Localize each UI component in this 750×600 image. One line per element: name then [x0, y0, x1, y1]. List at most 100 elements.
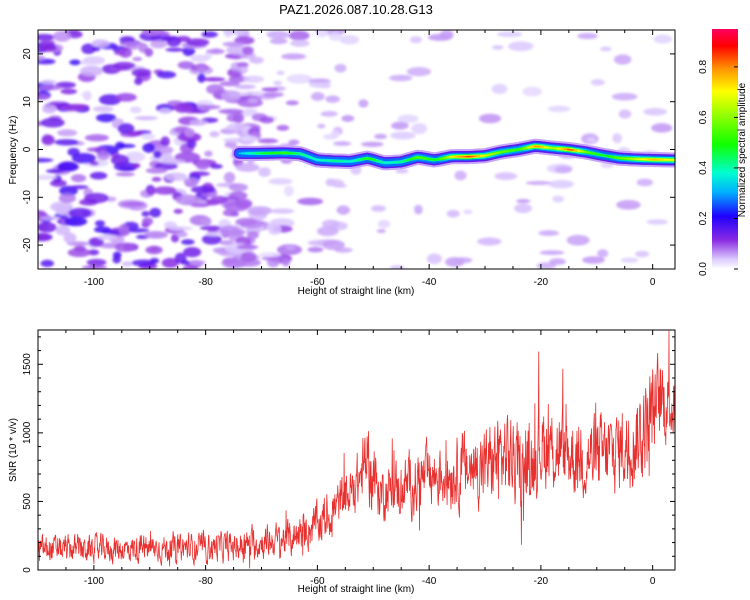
spectrogram-noise-cell — [127, 131, 144, 137]
spectrogram-noise-cell — [223, 172, 236, 184]
spectrogram-noise-cell — [240, 251, 257, 263]
spectrogram-noise-cell — [146, 186, 156, 196]
spectrogram-noise-cell — [38, 33, 56, 41]
spectrogram-noise-cell — [55, 225, 71, 236]
spectrogram-noise-cell — [114, 242, 136, 253]
colorbar-tick-label: 0.2 — [698, 211, 709, 225]
spectrogram-noise-cell — [547, 105, 571, 113]
spectrogram-noise-cell — [613, 54, 632, 65]
snr-x-axis-label: Height of straight line (km) — [298, 584, 415, 595]
spectrogram-noise-cell — [38, 94, 51, 100]
spectrogram-noise-cell — [143, 231, 168, 239]
spectrogram-noise-cell — [197, 73, 206, 83]
spectrogram-noise-cell — [86, 258, 107, 267]
spectrogram-noise-cell — [115, 141, 126, 150]
spectrogram-noise-cell — [183, 177, 200, 186]
spectrogram-noise-cell — [63, 232, 77, 244]
spectrogram-noise-cell — [242, 46, 254, 55]
spectrogram-noise-cell — [522, 86, 543, 97]
colorbar-gradient — [712, 29, 738, 269]
spectrogram-noise-cell — [151, 176, 162, 182]
spectrogram-noise-cell — [204, 150, 213, 157]
spectrogram-noise-cell — [653, 34, 673, 44]
spectrogram-noise-cell — [182, 264, 199, 269]
spectrogram-noise-cell — [236, 62, 249, 68]
spectrogram-noise-cell — [492, 44, 504, 50]
spectrogram-noise-cell — [153, 150, 162, 159]
spectrogram-noise-cell — [395, 168, 409, 174]
spectrogram-noise-cell — [141, 133, 156, 140]
spectrogram-noise-cell — [288, 139, 300, 146]
spectrogram-noise-cell — [80, 91, 90, 97]
spectrogram-noise-cell — [69, 59, 81, 66]
spectrogram-noise-cell — [582, 256, 605, 264]
spectrogram-noise-cell — [219, 240, 235, 246]
spectrogram-noise-cell — [514, 203, 533, 214]
spectrogram-noise-cell — [175, 231, 188, 238]
spectrogram-noise-cell — [258, 167, 271, 177]
spectrogram-noise-cell — [270, 208, 295, 214]
spectrogram-noise-cell — [40, 117, 65, 128]
spectrogram-noise-cell — [288, 30, 310, 41]
spectrogram-noise-cell — [46, 168, 65, 174]
spectrogram-noise-cell — [334, 63, 347, 73]
spectrogram-noise-cell — [52, 30, 72, 42]
snr-y-tick-label: 0 — [22, 567, 33, 573]
spectrogram-noise-cell — [184, 128, 195, 138]
spectrogram-noise-cell — [110, 154, 130, 166]
spectrogram-noise-cell — [132, 162, 141, 169]
spectrogram-noise-cell — [115, 172, 135, 177]
spectrogram-noise-cell — [204, 231, 225, 237]
spectrogram-noise-cell — [525, 180, 552, 185]
spectrogram-noise-cell — [259, 252, 282, 258]
spectrogram-noise-cell — [156, 71, 177, 79]
spectrogram-noise-cell — [234, 84, 256, 90]
spectrogram-noise-cell — [267, 31, 290, 39]
spectrogram-noise-cell — [39, 44, 58, 52]
snr-y-tick-label: 1500 — [22, 353, 33, 376]
spectrogram-noise-cell — [554, 165, 573, 174]
spectrogram-noise-cell — [70, 174, 87, 183]
spectrogram-noise-cell — [297, 197, 324, 206]
spectrogram-noise-cell — [132, 57, 143, 62]
spectrogram-noise-cell — [586, 137, 596, 143]
spectrogram-noise-cell — [119, 41, 144, 46]
snr-frame — [37, 329, 676, 571]
spectrogram-noise-cell — [269, 38, 288, 45]
spectrogram-noise-cell — [89, 161, 99, 166]
spectrogram-noise-cell — [150, 39, 167, 49]
spectrogram-noise-cell — [539, 250, 565, 255]
spectrogram-noise-cell — [165, 47, 185, 52]
spectrogram-noise-cell — [240, 135, 258, 143]
spectrogram-noise-cell — [117, 123, 135, 134]
spectrogram-noise-cell — [590, 78, 605, 86]
spectrogram-noise-cell — [620, 257, 639, 263]
spectrogram-noise-cell — [38, 233, 51, 241]
colorbar-tick-label: 0.6 — [698, 110, 709, 124]
spectrogram-noise-cell — [322, 239, 345, 251]
spectrogram-noise-cell — [88, 249, 100, 256]
spectrogram-noise-cell — [38, 85, 63, 91]
spectrogram-noise-cell — [358, 99, 369, 108]
spectrogram-noise-cell — [232, 112, 245, 124]
colorbar-label: Normalized spectral amplitude — [737, 82, 748, 217]
snr-x-tick-label: -40 — [422, 576, 437, 587]
spectrogram-noise-cell — [201, 31, 218, 38]
spectrogram-noise-cell — [145, 245, 163, 255]
spectrogram-noise-cell — [166, 35, 182, 47]
spectrogram-noise-cell — [224, 141, 237, 148]
spectrogram-noise-cell — [63, 103, 90, 110]
spectrogram-noise-cell — [112, 61, 136, 70]
spectrogram-noise-cell — [285, 245, 296, 251]
spectrogram-noise-cell — [38, 58, 56, 65]
spectrogram-noise-cell — [316, 226, 339, 237]
spectrogram-noise-cell — [134, 115, 158, 121]
spectrogram-noise-cell — [454, 170, 467, 181]
spectrogram-y-tick-label: 10 — [22, 96, 33, 108]
spectrogram-noise-cell — [259, 116, 275, 124]
spectrogram-noise-cell — [40, 259, 54, 268]
spectrogram-noise-cell — [177, 61, 195, 70]
spectrogram-noise-cell — [41, 134, 55, 146]
spectrogram-noise-cell — [71, 152, 97, 164]
